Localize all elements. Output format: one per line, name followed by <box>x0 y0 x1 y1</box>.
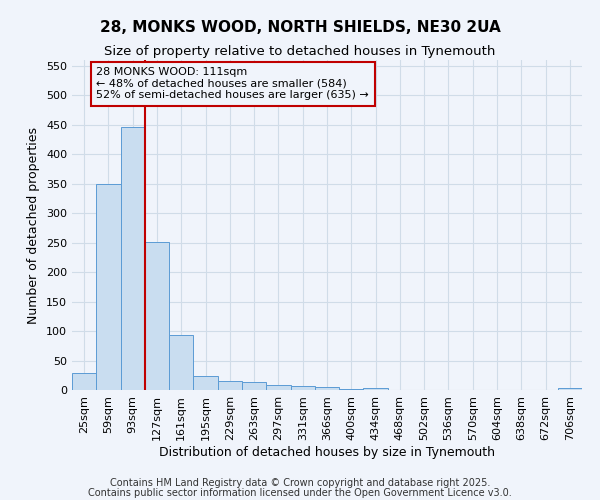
Bar <box>169 335 193 390</box>
Text: Size of property relative to detached houses in Tynemouth: Size of property relative to detached ho… <box>104 45 496 58</box>
Bar <box>193 376 218 390</box>
X-axis label: Distribution of detached houses by size in Tynemouth: Distribution of detached houses by size … <box>159 446 495 458</box>
Bar <box>242 382 266 390</box>
Bar <box>96 184 121 390</box>
Bar <box>266 384 290 390</box>
Bar <box>145 242 169 390</box>
Bar <box>315 387 339 390</box>
Bar <box>218 381 242 390</box>
Bar <box>121 126 145 390</box>
Text: 28, MONKS WOOD, NORTH SHIELDS, NE30 2UA: 28, MONKS WOOD, NORTH SHIELDS, NE30 2UA <box>100 20 500 35</box>
Text: Contains public sector information licensed under the Open Government Licence v3: Contains public sector information licen… <box>88 488 512 498</box>
Text: 28 MONKS WOOD: 111sqm
← 48% of detached houses are smaller (584)
52% of semi-det: 28 MONKS WOOD: 111sqm ← 48% of detached … <box>96 67 369 100</box>
Bar <box>72 373 96 390</box>
Bar <box>364 388 388 390</box>
Bar <box>558 388 582 390</box>
Bar <box>290 386 315 390</box>
Y-axis label: Number of detached properties: Number of detached properties <box>28 126 40 324</box>
Bar <box>339 389 364 390</box>
Text: Contains HM Land Registry data © Crown copyright and database right 2025.: Contains HM Land Registry data © Crown c… <box>110 478 490 488</box>
